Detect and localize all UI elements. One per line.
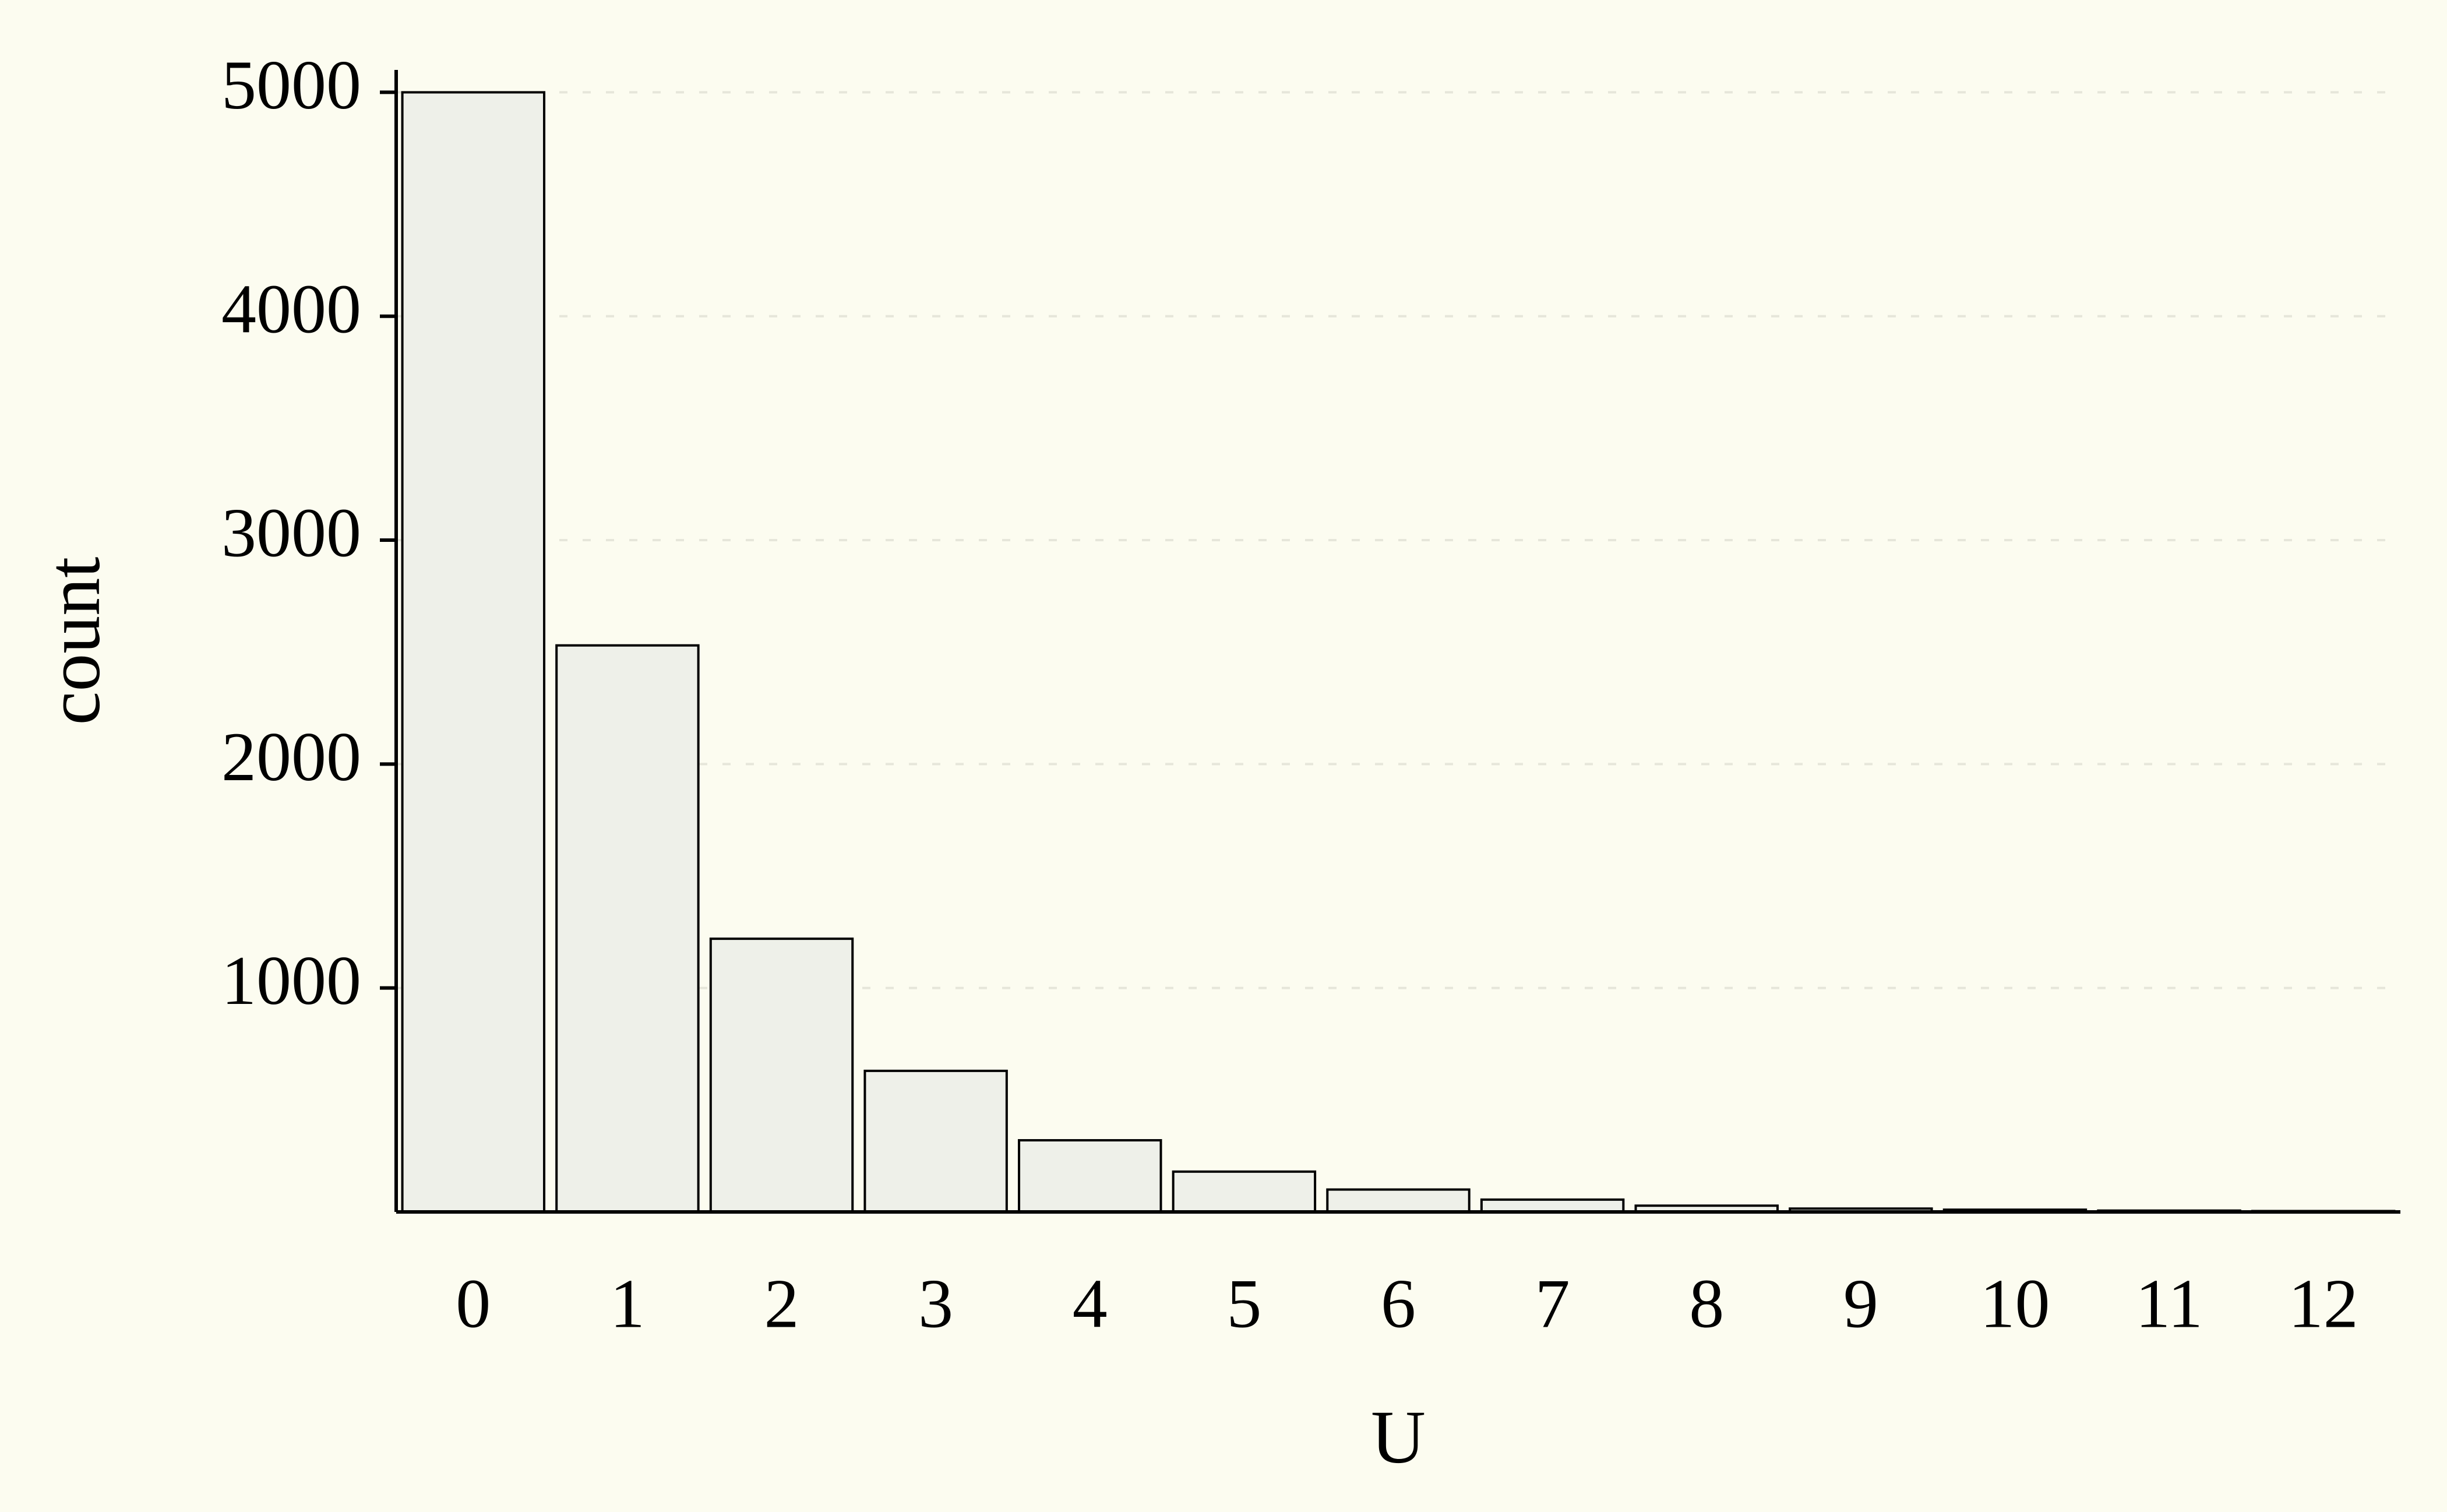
x-tick-label: 11 — [2135, 1265, 2203, 1342]
histogram-chart: 100020003000400050000123456789101112Ucou… — [0, 0, 2447, 1512]
bar — [865, 1071, 1006, 1212]
x-tick-label: 9 — [1843, 1265, 1878, 1342]
x-tick-label: 10 — [1980, 1265, 2050, 1342]
x-tick-label: 6 — [1381, 1265, 1416, 1342]
y-tick-label: 5000 — [221, 46, 361, 124]
y-tick-label: 1000 — [221, 942, 361, 1019]
bar — [403, 92, 544, 1212]
y-tick-label: 2000 — [221, 718, 361, 795]
x-tick-label: 3 — [918, 1265, 953, 1342]
x-tick-label: 12 — [2289, 1265, 2358, 1342]
x-tick-label: 1 — [610, 1265, 645, 1342]
bar — [711, 939, 852, 1212]
x-tick-label: 4 — [1073, 1265, 1108, 1342]
x-tick-label: 7 — [1535, 1265, 1570, 1342]
bar — [556, 646, 698, 1212]
chart-background — [0, 0, 2447, 1512]
chart-svg: 100020003000400050000123456789101112Ucou… — [0, 0, 2447, 1512]
x-tick-label: 5 — [1226, 1265, 1261, 1342]
bar — [1019, 1140, 1161, 1212]
y-axis-label: count — [32, 557, 116, 725]
x-tick-label: 0 — [456, 1265, 491, 1342]
bar — [1173, 1172, 1315, 1212]
x-tick-label: 2 — [764, 1265, 799, 1342]
x-axis-label: U — [1371, 1395, 1426, 1479]
y-tick-label: 3000 — [221, 494, 361, 572]
x-tick-label: 8 — [1689, 1265, 1724, 1342]
y-tick-label: 4000 — [221, 270, 361, 347]
bar — [1482, 1200, 1623, 1212]
bar — [1327, 1190, 1469, 1212]
